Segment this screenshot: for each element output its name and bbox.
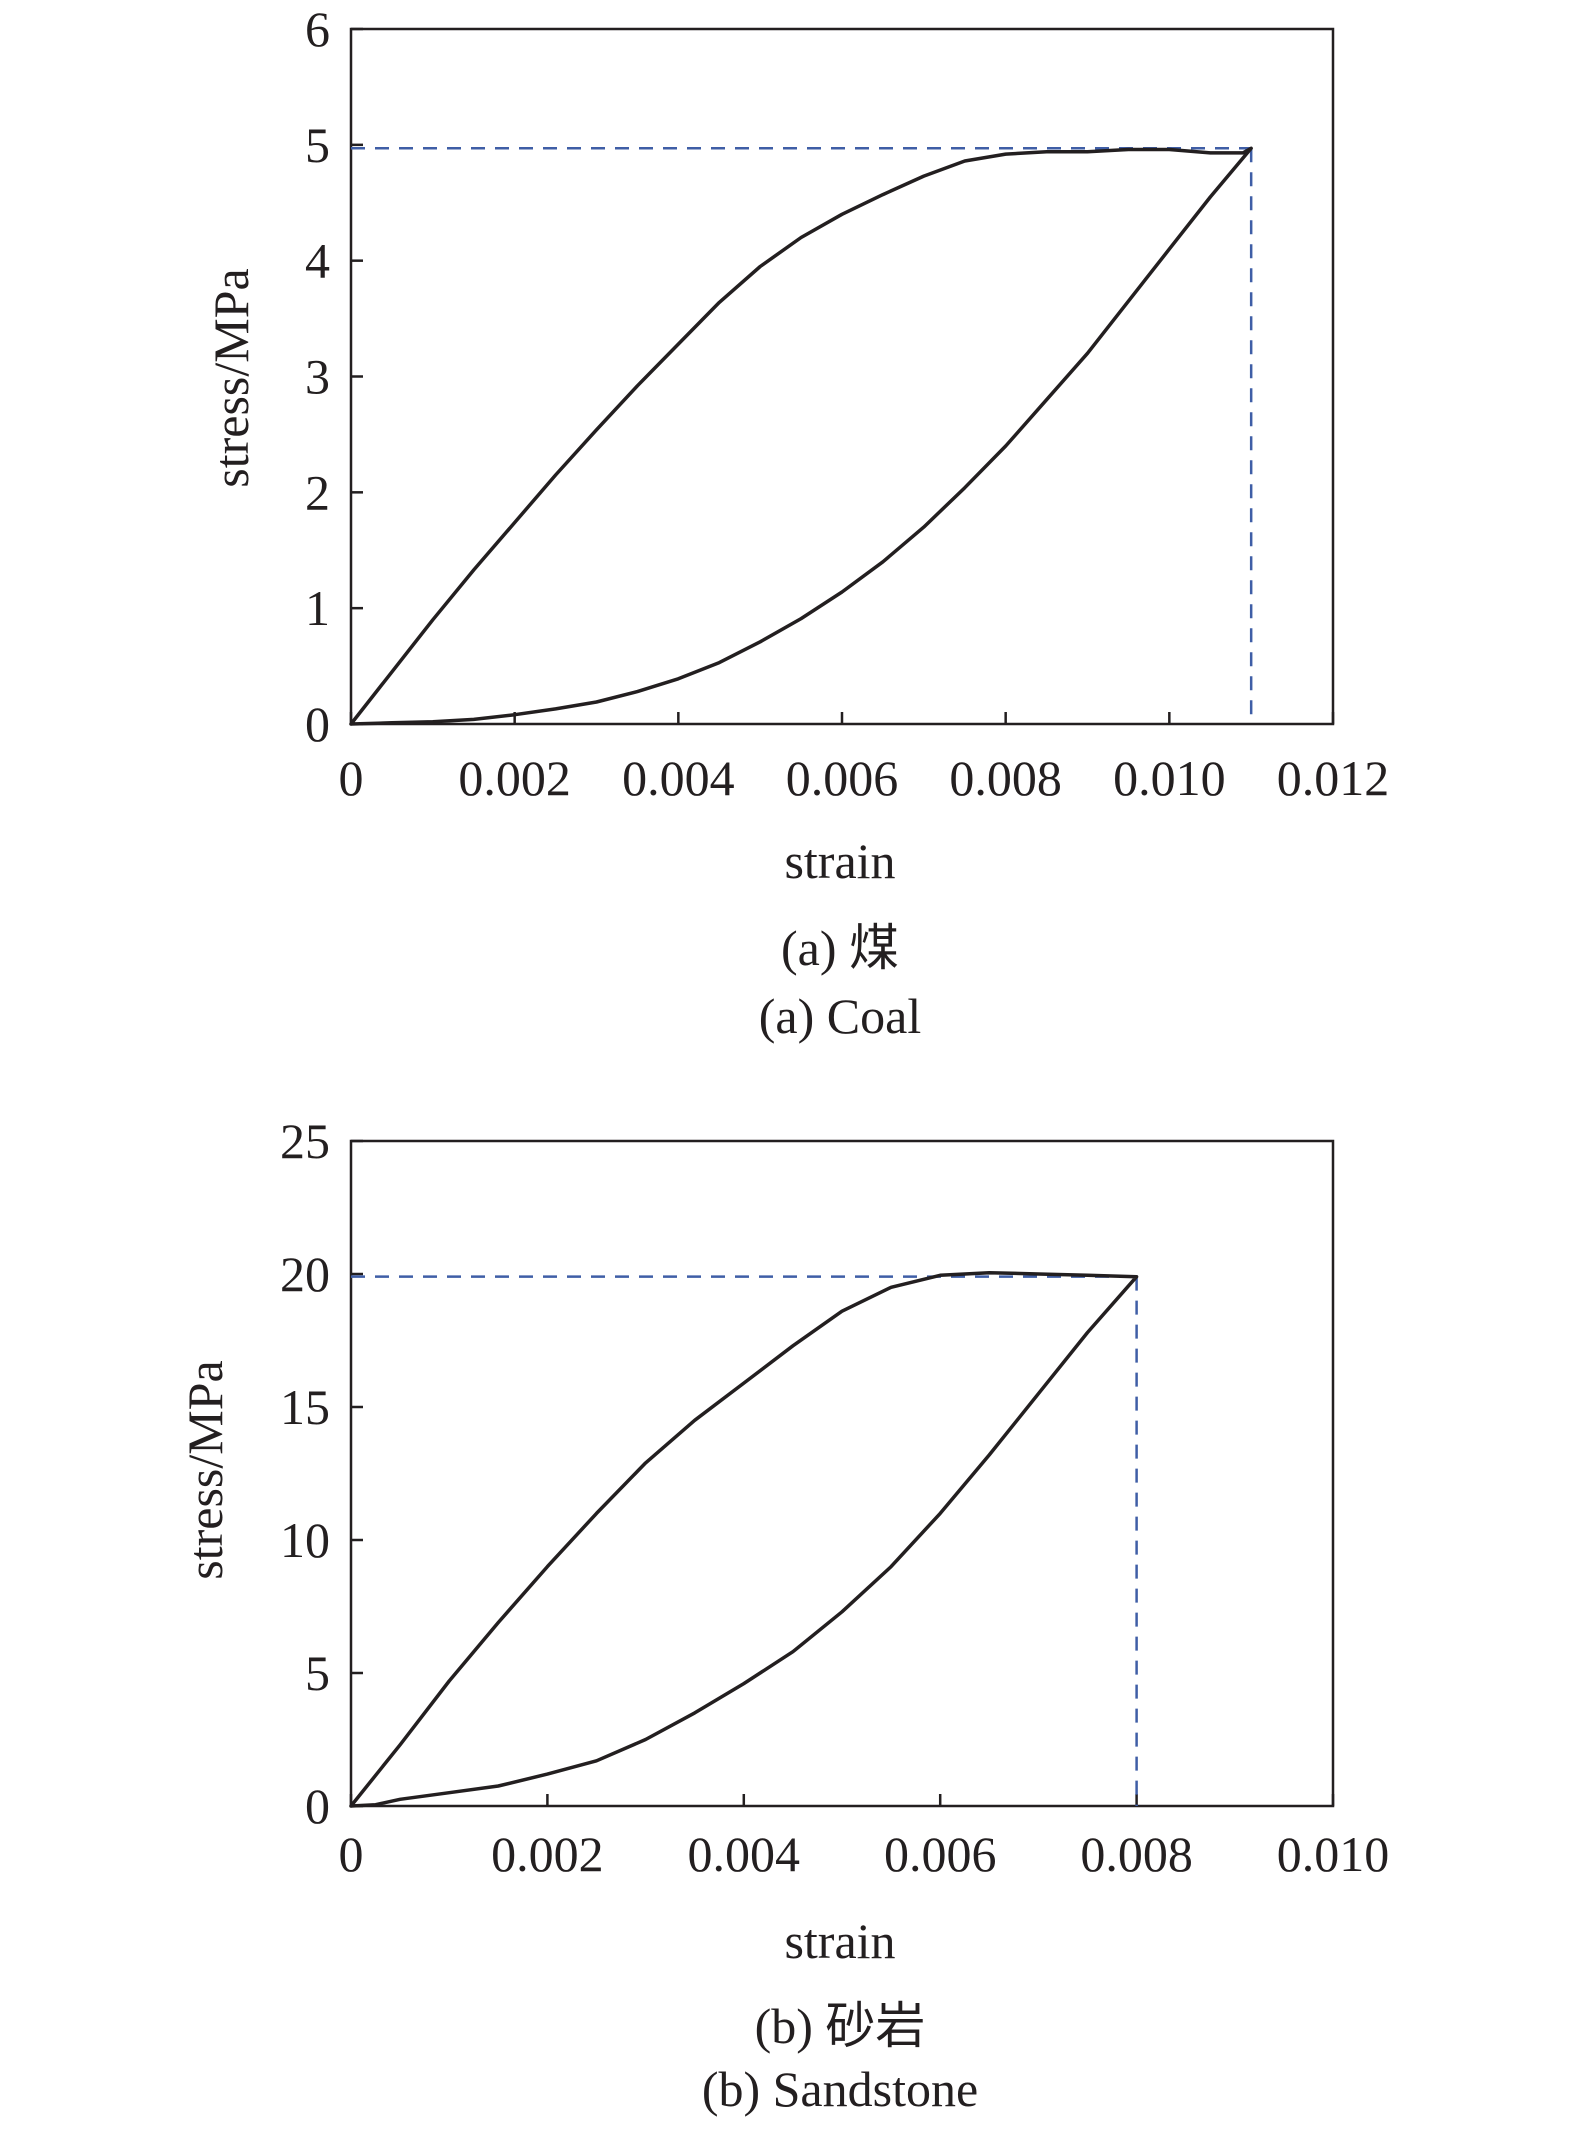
coal-x-tick-label: 0.004 <box>622 750 735 806</box>
sandstone-plot-area: 0 0.002 0.004 0.006 0.008 0.010 0 5 10 15 20 25 <box>280 1113 1389 1882</box>
coal-x-tick-label: 0.012 <box>1277 750 1390 806</box>
sandstone-y-tick-label: 20 <box>280 1246 330 1302</box>
coal-y-tick-label: 0 <box>305 696 330 752</box>
coal-x-tick-label: 0.008 <box>949 750 1062 806</box>
sandstone-x-tick-label: 0.002 <box>491 1826 604 1882</box>
chart-coal: 0 0.002 0.004 0.006 0.008 0.010 0.012 0 1 2 3 4 5 6 s… <box>203 1 1389 1044</box>
coal-caption-en: (a) Coal <box>759 988 921 1044</box>
coal-x-tick-label: 0.002 <box>458 750 571 806</box>
coal-y-tick-label: 4 <box>305 233 330 289</box>
chart-sandstone: 0 0.002 0.004 0.006 0.008 0.010 0 5 10 15 20 25 str… <box>177 1113 1389 2117</box>
coal-y-tick-label: 6 <box>305 1 330 57</box>
sandstone-y-tick-label: 5 <box>305 1645 330 1701</box>
coal-plot-area: 0 0.002 0.004 0.006 0.008 0.010 0.012 0 1 2 3 4 5 6 <box>305 1 1389 806</box>
sandstone-x-tick-label: 0.008 <box>1080 1826 1193 1882</box>
sandstone-x-tick-label: 0.004 <box>688 1826 801 1882</box>
sandstone-y-tick-label: 25 <box>280 1113 330 1169</box>
sandstone-y-axis-title: stress/MPa <box>177 1360 233 1579</box>
sandstone-y-tick-label: 10 <box>280 1512 330 1568</box>
sandstone-plot-frame <box>349 1139 1335 1808</box>
coal-x-tick-label: 0.010 <box>1113 750 1226 806</box>
coal-x-tick-label: 0.006 <box>786 750 899 806</box>
coal-y-tick-label: 2 <box>305 464 330 520</box>
sandstone-stress-strain-curve <box>349 1270 1139 1808</box>
sandstone-y-tick-label: 15 <box>280 1379 330 1435</box>
sandstone-y-tick-label: 0 <box>305 1778 330 1834</box>
sandstone-caption-en: (b) Sandstone <box>702 2061 978 2117</box>
coal-stress-strain-curve <box>349 146 1253 726</box>
sandstone-caption-cn: (b) 砂岩 <box>755 1998 926 2054</box>
sandstone-x-tick-label: 0.010 <box>1277 1826 1390 1882</box>
coal-caption-cn: (a) 煤 <box>781 920 899 976</box>
coal-y-tick-label: 3 <box>305 349 330 405</box>
sandstone-x-tick-label: 0.006 <box>884 1826 997 1882</box>
sandstone-x-tick-label: 0 <box>339 1826 364 1882</box>
coal-y-axis-title: stress/MPa <box>203 268 259 487</box>
sandstone-x-axis-title: strain <box>784 1913 895 1969</box>
coal-x-axis-title: strain <box>784 833 895 889</box>
coal-y-tick-label: 5 <box>305 117 330 173</box>
coal-plot-frame <box>349 27 1335 726</box>
coal-y-tick-label: 1 <box>305 580 330 636</box>
coal-x-tick-label: 0 <box>339 750 364 806</box>
